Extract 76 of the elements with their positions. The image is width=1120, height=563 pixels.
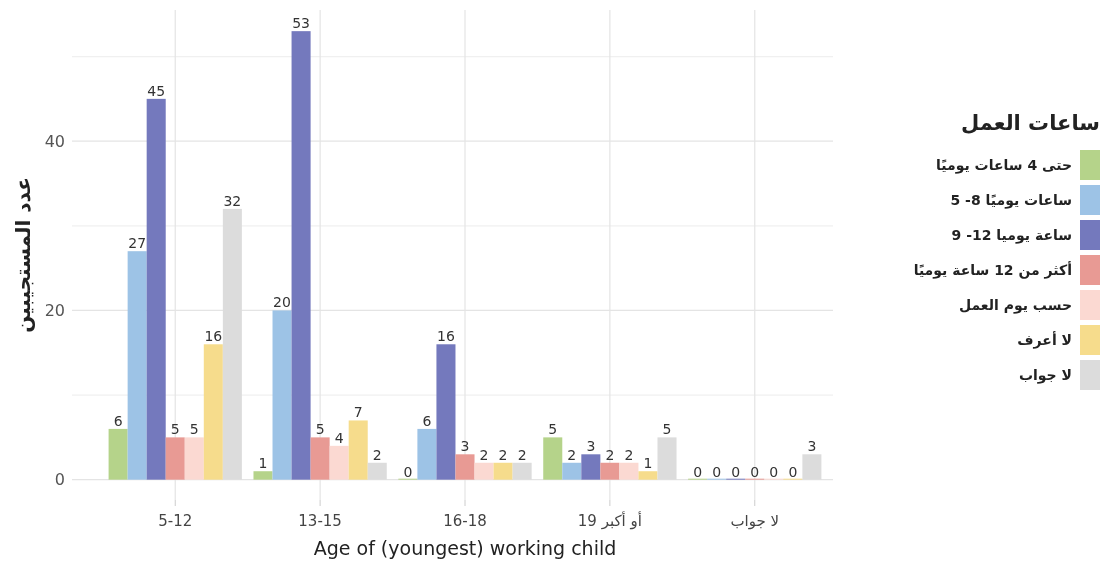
data-label: 0 [769,463,779,480]
bar [272,310,292,480]
data-label: 0 [750,463,760,480]
bar [184,437,204,480]
data-label: 2 [498,446,508,463]
data-label: 2 [372,446,382,463]
bar [291,31,311,480]
data-label: 4 [334,429,344,446]
bar [127,251,147,480]
bar [310,437,330,480]
data-label: 2 [624,446,634,463]
y-tick-label: 20 [44,301,65,321]
bar [638,471,658,480]
bar [493,462,513,480]
x-tick-label: 19 أو أكبر [577,511,642,530]
data-label: 5 [170,421,180,438]
bar [543,437,563,480]
data-label: 16 [204,328,223,345]
data-label: 45 [147,82,166,99]
x-tick-label: 5-12 [158,512,193,530]
data-label: 1 [643,455,653,472]
bar [455,454,475,480]
data-label: 32 [223,192,242,209]
y-axis-title: عدد المستجيبين [11,177,35,333]
bar [562,462,582,480]
data-label: 0 [731,463,741,480]
data-label: 0 [788,463,798,480]
data-label: 3 [460,438,470,455]
data-label: 0 [403,463,413,480]
data-label: 5 [315,421,325,438]
legend-label: حسب يوم العمل [958,296,1072,314]
data-label: 5 [189,421,199,438]
bar [581,454,601,480]
legend-label: لا جواب [1018,366,1072,384]
legend-label: أكثر من 12 ساعة يوميًا [913,260,1072,279]
data-label: 1 [258,455,268,472]
data-label: 0 [693,463,703,480]
y-tick-label: 0 [54,470,65,490]
bar [436,344,456,480]
data-label: 7 [353,404,363,421]
bar [417,428,437,480]
data-label: 16 [437,328,455,345]
data-label: 0 [712,463,722,480]
data-label: 20 [273,294,291,311]
legend-label: 9 -12 ساعة يوميا [951,226,1072,244]
x-axis-title: Age of (youngest) working child [313,537,617,559]
data-label: 6 [113,412,123,429]
data-label: 5 [662,421,672,438]
legend-title: ساعات العمل [961,111,1100,135]
bar [600,462,620,480]
bar [203,344,223,480]
bar [329,445,349,480]
data-label: 6 [422,412,432,429]
data-label: 27 [128,235,147,252]
data-label: 5 [548,421,558,438]
legend-label: لا أعرف [1017,330,1072,349]
data-label: 2 [567,446,577,463]
data-label: 3 [807,438,817,455]
bar [253,471,273,480]
x-tick-label: 13-15 [298,512,342,530]
x-tick-label: 16-18 [443,512,487,530]
bar [108,428,128,480]
data-label: 2 [479,446,489,463]
legend-label: حتى 4 ساعات يوميًا [936,156,1072,174]
x-tick-label: لا جواب [730,512,780,530]
bar [165,437,185,480]
data-label: 53 [292,15,310,32]
data-label: 3 [586,438,596,455]
legend-label: 5 -8 ساعات يوميًا [950,191,1072,209]
bar [619,462,639,480]
data-label: 2 [605,446,615,463]
data-label: 2 [517,446,527,463]
bar [348,420,368,480]
bar [474,462,494,480]
bar [146,98,166,480]
y-tick-label: 40 [44,131,65,151]
